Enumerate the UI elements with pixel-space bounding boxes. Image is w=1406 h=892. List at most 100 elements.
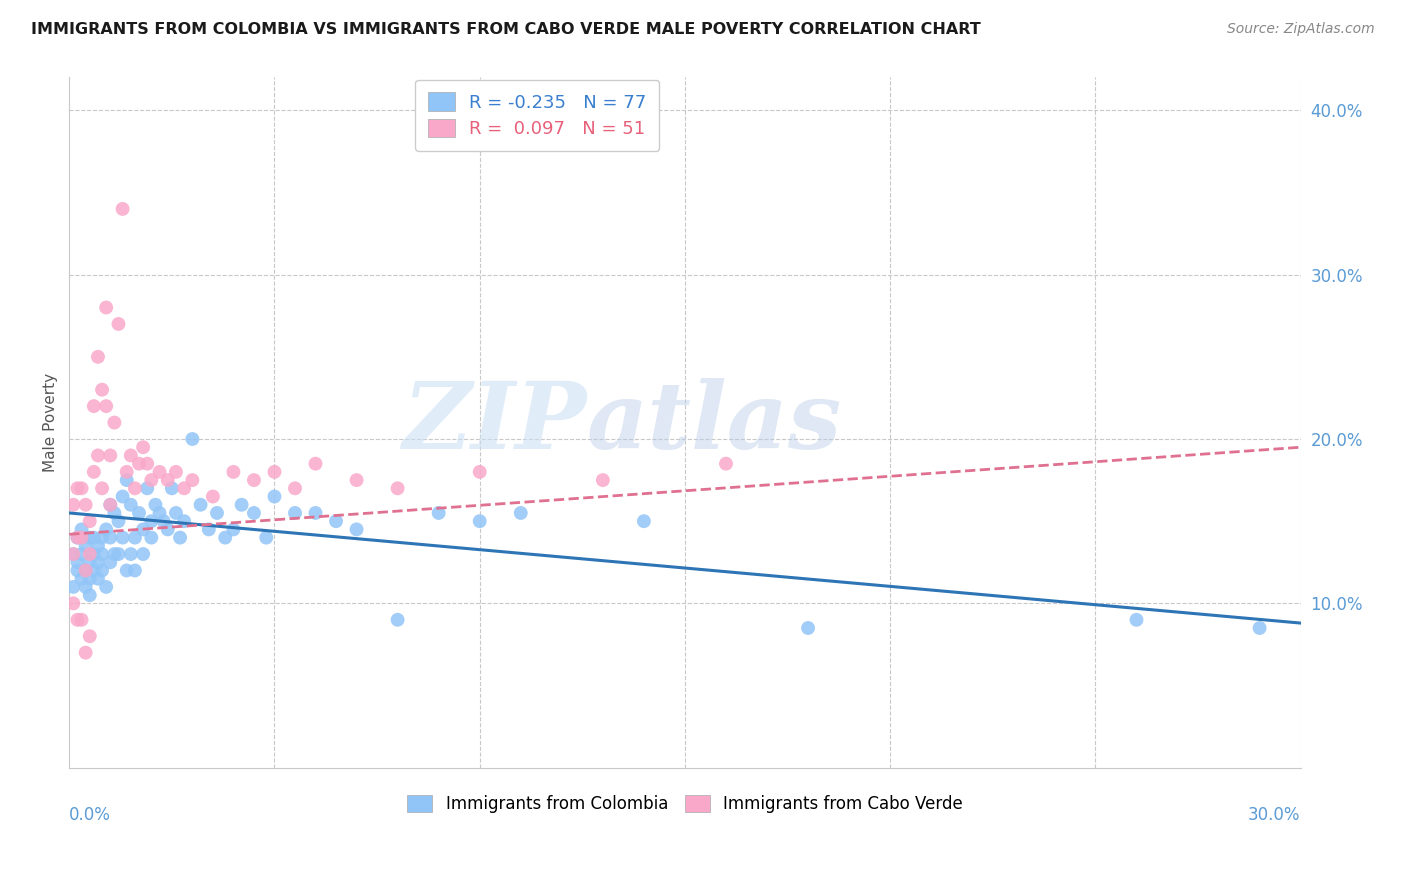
Point [79,572,101,586]
Text: 0.0%: 0.0% [69,805,111,823]
Point [66,555,89,569]
Point [1125,613,1147,627]
Point [243,473,266,487]
Point [346,473,368,487]
Point [160,481,183,495]
Point [468,514,491,528]
Point [66,613,89,627]
Point [190,498,212,512]
Point [148,465,170,479]
Point [165,465,187,479]
Point [243,506,266,520]
Point [103,506,125,520]
Point [387,481,409,495]
Point [111,531,134,545]
Point [79,629,101,643]
Point [173,481,195,495]
Point [107,547,129,561]
Point [284,506,307,520]
Point [387,613,409,627]
Point [714,457,737,471]
Point [87,572,110,586]
Point [70,572,93,586]
Point [141,514,163,528]
Point [165,506,187,520]
Point [141,473,163,487]
Point [83,465,105,479]
Point [66,531,89,545]
Point [62,547,84,561]
Point [304,457,326,471]
Point [325,514,347,528]
Point [75,564,97,578]
Point [87,449,110,463]
Point [70,481,93,495]
Point [263,465,285,479]
Point [75,564,97,578]
Point [509,506,531,520]
Point [111,202,134,216]
Text: 30.0%: 30.0% [1249,805,1301,823]
Point [304,506,326,520]
Point [79,547,101,561]
Point [346,522,368,536]
Point [136,457,159,471]
Point [468,465,491,479]
Point [128,457,150,471]
Point [87,539,110,553]
Point [62,596,84,610]
Text: Source: ZipAtlas.com: Source: ZipAtlas.com [1227,22,1375,37]
Point [62,498,84,512]
Point [120,449,142,463]
Point [214,531,236,545]
Point [427,506,450,520]
Text: IMMIGRANTS FROM COLOMBIA VS IMMIGRANTS FROM CABO VERDE MALE POVERTY CORRELATION : IMMIGRANTS FROM COLOMBIA VS IMMIGRANTS F… [31,22,980,37]
Point [633,514,655,528]
Point [96,522,118,536]
Point [111,490,134,504]
Point [98,555,121,569]
Point [156,473,179,487]
Point [263,490,285,504]
Point [79,555,101,569]
Point [222,465,245,479]
Point [156,522,179,536]
Point [148,506,170,520]
Point [284,481,307,495]
Point [83,399,105,413]
Point [70,531,93,545]
Point [107,317,129,331]
Point [70,613,93,627]
Point [96,399,118,413]
Point [98,449,121,463]
Point [66,564,89,578]
Point [91,383,114,397]
Point [169,531,191,545]
Point [83,547,105,561]
Point [79,531,101,545]
Point [96,301,118,315]
Point [98,531,121,545]
Point [91,547,114,561]
Point [83,531,105,545]
Y-axis label: Male Poverty: Male Poverty [44,373,58,472]
Point [198,522,221,536]
Point [83,564,105,578]
Point [103,547,125,561]
Legend: Immigrants from Colombia, Immigrants from Cabo Verde: Immigrants from Colombia, Immigrants fro… [399,787,972,822]
Point [797,621,820,635]
Point [115,465,138,479]
Point [98,498,121,512]
Point [173,514,195,528]
Point [96,580,118,594]
Point [132,547,155,561]
Point [145,498,167,512]
Point [103,416,125,430]
Point [124,481,146,495]
Point [66,531,89,545]
Point [132,440,155,454]
Point [152,514,174,528]
Point [181,432,204,446]
Point [107,514,129,528]
Point [1249,621,1271,635]
